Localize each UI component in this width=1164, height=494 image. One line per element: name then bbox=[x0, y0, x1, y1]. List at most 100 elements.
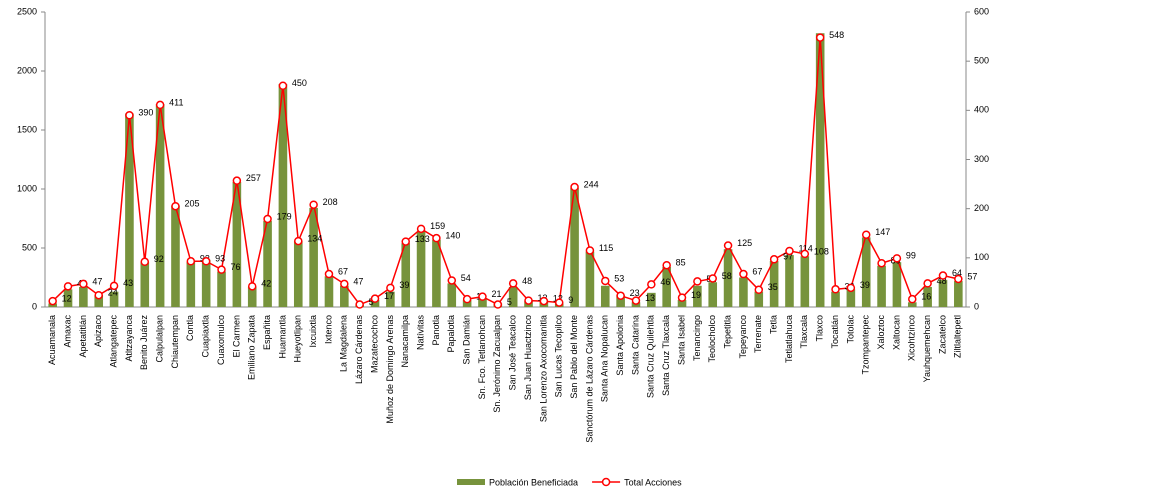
x-tick-label: Apetatitlán bbox=[78, 315, 88, 358]
line-marker bbox=[140, 257, 150, 267]
line-marker bbox=[155, 100, 165, 110]
bar bbox=[386, 291, 395, 307]
bar bbox=[462, 299, 472, 307]
line-marker bbox=[109, 281, 119, 291]
bar bbox=[616, 295, 625, 307]
x-tick-label: La Magdalena bbox=[339, 315, 349, 372]
line-marker bbox=[217, 265, 226, 274]
data-label: 19 bbox=[691, 290, 701, 300]
line-marker bbox=[585, 246, 595, 255]
line-marker bbox=[462, 294, 472, 304]
data-label: 99 bbox=[906, 251, 916, 261]
x-tick-label: Contla bbox=[185, 315, 195, 341]
bar bbox=[247, 286, 257, 307]
data-label: 140 bbox=[445, 231, 460, 241]
line-marker bbox=[201, 257, 211, 266]
line-marker bbox=[739, 269, 748, 279]
data-label: 67 bbox=[752, 266, 762, 276]
line-marker bbox=[662, 260, 671, 270]
data-label: 548 bbox=[829, 30, 844, 40]
data-label: 35 bbox=[768, 282, 778, 292]
x-tick-label: Tepetitla bbox=[722, 315, 732, 349]
line-marker bbox=[478, 292, 487, 301]
x-tick-label: Hueyotlipan bbox=[293, 315, 303, 363]
line-marker bbox=[677, 293, 687, 302]
bar bbox=[846, 289, 856, 307]
bar bbox=[585, 251, 595, 307]
x-tick-label: Benito Juárez bbox=[139, 315, 149, 371]
data-label: 205 bbox=[184, 199, 199, 209]
line-marker bbox=[846, 283, 856, 293]
y2-tick-label: 0 bbox=[974, 301, 979, 311]
bar bbox=[892, 262, 902, 307]
data-label: 24 bbox=[108, 288, 118, 298]
x-tick-label: Apizaco bbox=[93, 315, 103, 347]
data-label: 450 bbox=[292, 78, 307, 88]
data-label: 16 bbox=[921, 292, 931, 302]
x-tick-label: Emiliano Zapata bbox=[247, 315, 257, 380]
data-label: 64 bbox=[952, 268, 962, 278]
legend-swatch bbox=[457, 479, 485, 485]
x-tick-label: Tepeyanco bbox=[738, 315, 748, 359]
x-tick-label: Nanacamilpa bbox=[400, 315, 410, 368]
data-label: 208 bbox=[323, 197, 338, 207]
data-label: 411 bbox=[169, 97, 183, 107]
line-marker bbox=[785, 246, 794, 256]
bar bbox=[370, 299, 380, 307]
y2-tick-label: 100 bbox=[974, 252, 989, 262]
bar bbox=[309, 207, 318, 307]
data-label: 21 bbox=[491, 289, 501, 299]
bar bbox=[94, 295, 104, 307]
line-marker bbox=[263, 214, 272, 224]
bar bbox=[63, 289, 73, 307]
x-tick-label: Lázaro Cárdenas bbox=[354, 315, 364, 385]
data-label: 47 bbox=[353, 276, 363, 286]
line-marker bbox=[324, 269, 334, 279]
x-tick-label: Ziltlaltepetl bbox=[953, 315, 963, 358]
line-marker bbox=[524, 296, 533, 305]
x-tick-label: Santa Apolonia bbox=[615, 315, 625, 376]
x-tick-label: Sn. Fco. Tetlanohcan bbox=[477, 315, 487, 399]
y2-tick-label: 600 bbox=[974, 6, 989, 16]
y-tick-label: 1500 bbox=[17, 124, 37, 134]
line-marker bbox=[370, 294, 380, 303]
x-tick-label: El Carmen bbox=[231, 315, 241, 358]
y-tick-label: 0 bbox=[32, 301, 37, 311]
line-marker bbox=[386, 283, 395, 293]
bar bbox=[401, 243, 411, 307]
bar bbox=[831, 291, 840, 307]
data-label: 17 bbox=[384, 291, 394, 301]
line-marker bbox=[94, 290, 103, 300]
x-tick-label: Xaloztoc bbox=[876, 315, 886, 350]
data-label: 257 bbox=[246, 173, 261, 183]
line-marker bbox=[831, 285, 840, 294]
data-label: 147 bbox=[875, 227, 890, 237]
line-marker bbox=[401, 237, 410, 246]
x-tick-label: Natívitas bbox=[415, 315, 425, 351]
line-marker bbox=[601, 276, 610, 286]
data-label: 48 bbox=[937, 276, 947, 286]
data-label: 134 bbox=[307, 233, 322, 243]
bar bbox=[662, 266, 671, 307]
line-marker bbox=[432, 233, 441, 243]
x-tick-label: Tocatlán bbox=[830, 315, 840, 349]
line-marker bbox=[923, 279, 932, 288]
x-tick-label: Teolocholco bbox=[707, 315, 717, 363]
x-tick-label: Ixtenco bbox=[323, 315, 333, 344]
data-label: 47 bbox=[92, 276, 102, 286]
x-tick-label: Santa Ana Nopalucan bbox=[600, 315, 610, 402]
bar bbox=[201, 259, 211, 307]
line-marker bbox=[493, 300, 503, 309]
data-label: 179 bbox=[277, 211, 292, 221]
bar bbox=[600, 285, 610, 307]
bar bbox=[938, 279, 948, 307]
line-marker bbox=[539, 296, 549, 306]
data-label: 54 bbox=[461, 273, 471, 283]
x-tick-label: San Pablo del Monte bbox=[569, 315, 579, 399]
bar bbox=[232, 181, 242, 307]
legend-label: Población Beneficiada bbox=[489, 477, 578, 487]
line-marker bbox=[355, 300, 364, 309]
line-marker bbox=[416, 224, 426, 234]
